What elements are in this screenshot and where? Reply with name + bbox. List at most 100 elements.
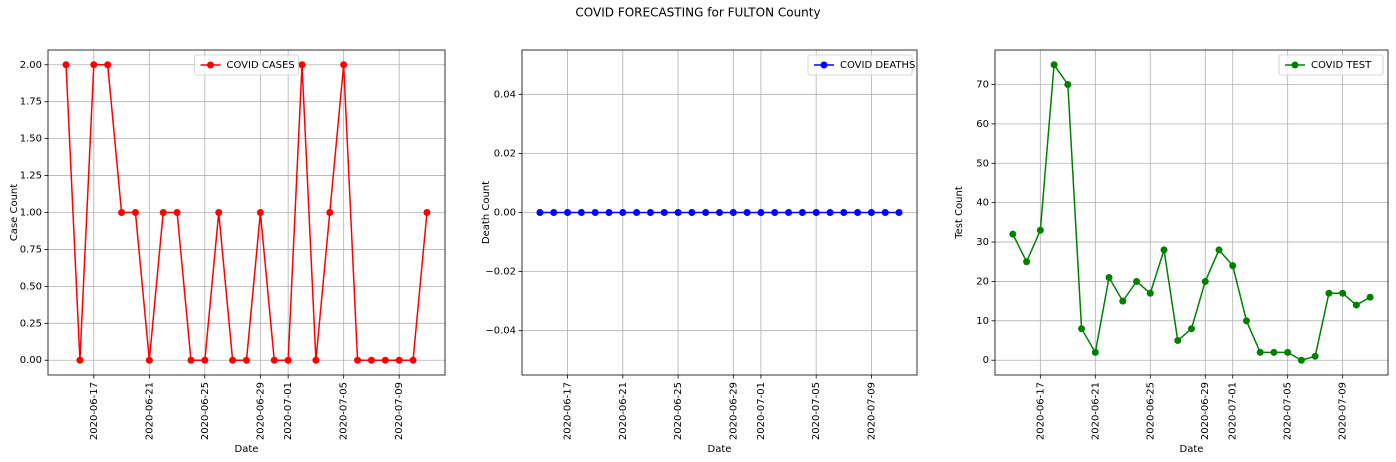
data-point — [605, 209, 613, 216]
data-point — [340, 61, 348, 69]
data-point — [367, 356, 375, 364]
data-point — [1297, 356, 1305, 364]
data-point — [243, 356, 250, 364]
x-tick-label: 2020-06-21 — [618, 382, 629, 440]
data-point — [354, 356, 362, 364]
data-point — [646, 209, 654, 216]
data-point — [423, 209, 431, 216]
data-point — [840, 209, 848, 216]
data-point — [173, 209, 181, 216]
legend: COVID DEATHS — [807, 54, 915, 76]
data-point — [1091, 348, 1099, 356]
x-tick-label: 2020-06-21 — [144, 382, 155, 440]
data-point — [187, 356, 195, 364]
data-point — [536, 209, 544, 216]
y-tick-label: 1.50 — [20, 134, 42, 145]
x-tick-label: 2020-06-25 — [673, 382, 684, 440]
data-point — [577, 209, 585, 216]
data-point — [826, 209, 834, 216]
data-point — [270, 356, 278, 364]
data-point — [895, 209, 903, 216]
data-point — [1242, 317, 1250, 325]
y-axis-label: Test Count — [954, 186, 965, 240]
data-point — [1050, 61, 1058, 69]
data-point — [854, 209, 862, 216]
y-axis-label: Death Count — [481, 181, 492, 244]
y-tick-label: 10 — [976, 316, 989, 327]
x-tick-label: 2020-07-05 — [339, 382, 350, 440]
legend-box — [807, 54, 913, 76]
data-point — [1160, 246, 1168, 254]
data-point — [1009, 230, 1017, 238]
y-tick-label: 70 — [976, 79, 989, 90]
y-tick-label: 0.00 — [20, 355, 42, 366]
x-tick-label: 2020-07-01 — [283, 382, 294, 440]
data-point — [633, 209, 641, 216]
data-point — [798, 209, 806, 216]
x-tick-label: 2020-07-01 — [1228, 382, 1239, 440]
data-point — [1133, 277, 1141, 285]
x-axis-label: Date — [1180, 444, 1204, 455]
y-tick-label: 0.00 — [494, 208, 516, 219]
data-point — [131, 209, 139, 216]
data-point — [619, 209, 627, 216]
x-tick-label: 2020-06-21 — [1090, 382, 1101, 440]
data-point — [660, 209, 668, 216]
legend-box — [194, 54, 299, 76]
data-point — [1339, 289, 1347, 297]
data-point — [409, 356, 417, 364]
data-point — [812, 209, 820, 216]
legend-marker — [207, 61, 214, 69]
data-point — [591, 209, 599, 216]
x-tick-label: 2020-07-09 — [394, 382, 405, 440]
y-tick-label: 30 — [976, 237, 989, 248]
x-axis-label: Date — [235, 444, 259, 455]
legend-marker — [820, 61, 828, 69]
data-point — [229, 356, 237, 364]
data-point — [1256, 348, 1264, 356]
data-point — [312, 356, 320, 364]
data-point — [1023, 258, 1031, 266]
data-point — [564, 209, 572, 216]
data-point — [62, 61, 70, 69]
y-tick-label: 20 — [976, 276, 989, 287]
data-point — [90, 61, 98, 69]
data-point — [298, 61, 306, 69]
data-point — [201, 356, 209, 364]
data-point — [702, 209, 710, 216]
data-point — [1215, 246, 1223, 254]
data-point — [159, 209, 167, 216]
y-tick-label: 1.75 — [20, 97, 42, 108]
data-point — [326, 209, 334, 216]
data-point — [550, 209, 558, 216]
y-tick-label: 0.04 — [494, 89, 516, 100]
data-point — [1105, 274, 1113, 281]
data-point — [104, 61, 112, 69]
y-tick-label: 0.50 — [20, 281, 42, 292]
data-point — [729, 209, 737, 216]
y-tick-label: 40 — [976, 198, 989, 209]
legend: COVID TEST — [1278, 54, 1384, 76]
x-tick-label: 2020-06-17 — [1035, 382, 1046, 440]
data-point — [1064, 80, 1072, 88]
x-tick-label: 2020-06-25 — [1145, 382, 1156, 440]
y-tick-label: 0 — [983, 355, 989, 366]
data-point — [881, 209, 889, 216]
y-tick-label: 0.02 — [494, 148, 516, 159]
data-point — [1119, 297, 1127, 305]
x-tick-label: 2020-06-17 — [563, 382, 574, 440]
data-point — [1229, 262, 1237, 270]
data-point — [1146, 289, 1154, 297]
axes-frame — [521, 49, 918, 376]
y-tick-label: −0.04 — [485, 326, 516, 337]
axes-frame — [47, 49, 446, 376]
x-tick-label: 2020-06-25 — [200, 382, 211, 440]
data-point — [1270, 348, 1278, 356]
data-point — [757, 209, 765, 216]
data-point — [771, 209, 779, 216]
y-tick-label: 0.25 — [20, 318, 42, 329]
data-point — [1174, 337, 1182, 345]
data-point — [1201, 277, 1209, 285]
